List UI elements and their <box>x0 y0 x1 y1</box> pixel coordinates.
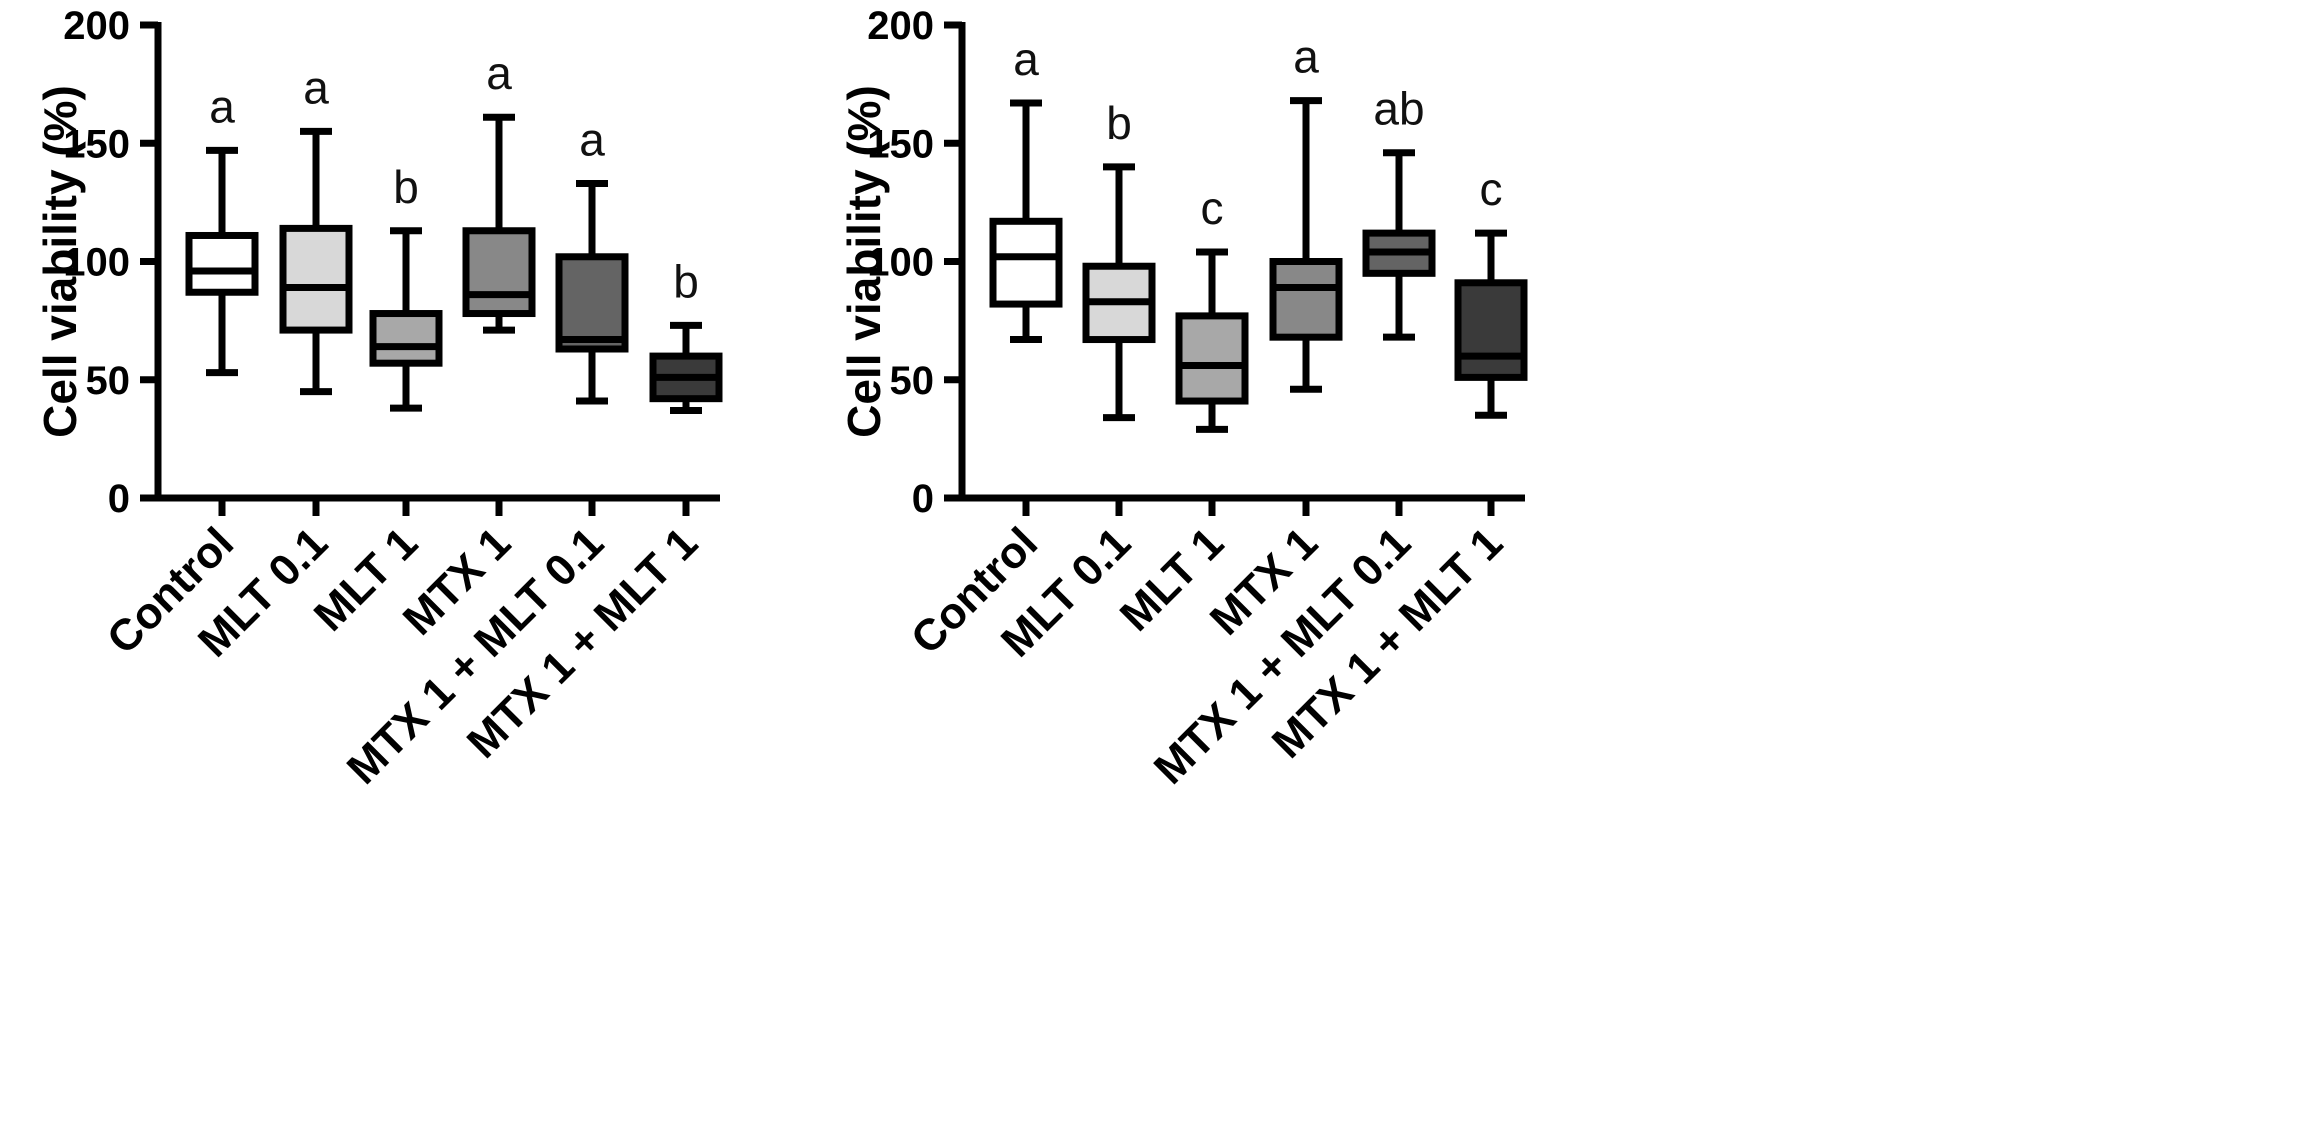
box-iqr <box>369 310 443 367</box>
significance-letter: c <box>1480 163 1503 215</box>
y-tick-label: 100 <box>867 241 934 285</box>
y-tick-label: 100 <box>63 241 130 285</box>
box-iqr <box>185 231 259 296</box>
box-iqr <box>279 224 353 334</box>
y-tick-label: 200 <box>867 4 934 48</box>
y-axis-label: Cell viability (%) <box>34 85 86 438</box>
significance-letter: ab <box>1373 83 1424 135</box>
box-iqr <box>1269 258 1343 341</box>
y-axis-label: Cell viability (%) <box>838 85 890 438</box>
box-iqr <box>462 227 536 318</box>
significance-letter: a <box>1293 31 1319 83</box>
box-iqr <box>1175 312 1249 405</box>
significance-letter: b <box>393 161 419 213</box>
y-tick-label: 50 <box>890 359 935 403</box>
y-tick-label: 150 <box>63 122 130 166</box>
significance-letter: a <box>1013 33 1039 85</box>
significance-letter: b <box>673 255 699 307</box>
significance-letter: a <box>209 80 235 132</box>
significance-letter: a <box>579 113 605 165</box>
y-tick-label: 0 <box>912 477 934 521</box>
y-tick-label: 0 <box>108 477 130 521</box>
box-iqr <box>989 217 1063 308</box>
box-iqr <box>555 253 629 353</box>
significance-letter: a <box>486 47 512 99</box>
y-tick-label: 150 <box>867 122 934 166</box>
y-tick-label: 200 <box>63 4 130 48</box>
significance-letter: c <box>1201 182 1224 234</box>
box-iqr <box>1454 279 1528 381</box>
significance-letter: b <box>1106 97 1132 149</box>
significance-letter: a <box>303 61 329 113</box>
y-tick-label: 50 <box>86 359 131 403</box>
